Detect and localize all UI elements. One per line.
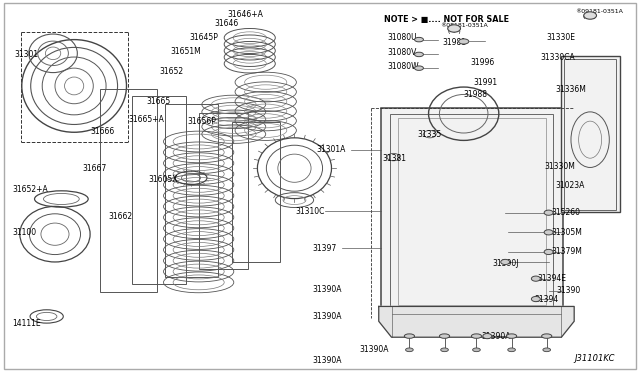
- Text: 31335: 31335: [417, 130, 442, 140]
- Ellipse shape: [459, 39, 468, 44]
- Bar: [390, 114, 553, 310]
- Ellipse shape: [471, 334, 481, 338]
- Ellipse shape: [541, 334, 552, 338]
- Text: 31666: 31666: [90, 126, 115, 136]
- Text: 31390A: 31390A: [312, 356, 342, 365]
- Text: 31646+A: 31646+A: [227, 10, 263, 19]
- Text: 31100: 31100: [12, 228, 36, 237]
- Ellipse shape: [448, 25, 461, 32]
- Text: 31651M: 31651M: [170, 47, 201, 56]
- Ellipse shape: [440, 334, 450, 338]
- Text: 31665+A: 31665+A: [129, 115, 164, 124]
- Text: 31310C: 31310C: [296, 207, 325, 216]
- Text: 31652+A: 31652+A: [12, 185, 48, 194]
- Text: 31390A: 31390A: [481, 331, 511, 341]
- Text: 31336M: 31336M: [555, 85, 586, 94]
- Text: ( 7 ): ( 7 ): [448, 29, 460, 33]
- Text: 31394: 31394: [534, 295, 558, 304]
- Text: 31662: 31662: [108, 212, 132, 221]
- Bar: [132, 96, 186, 284]
- Text: 31080V: 31080V: [387, 48, 417, 57]
- Ellipse shape: [415, 37, 424, 42]
- Ellipse shape: [544, 210, 553, 215]
- Text: 31397: 31397: [312, 244, 337, 253]
- Text: 31381: 31381: [383, 154, 406, 163]
- Text: 31305M: 31305M: [551, 228, 582, 237]
- Bar: [232, 122, 280, 262]
- Bar: [166, 105, 218, 277]
- Text: 31981: 31981: [443, 38, 467, 47]
- Text: 31646: 31646: [214, 19, 239, 28]
- Ellipse shape: [544, 249, 553, 254]
- Ellipse shape: [406, 348, 413, 352]
- Ellipse shape: [506, 334, 516, 338]
- Text: J31101KC: J31101KC: [575, 354, 615, 363]
- Ellipse shape: [483, 334, 492, 339]
- Text: 31605X: 31605X: [149, 175, 179, 184]
- Text: 31991: 31991: [473, 78, 497, 87]
- Ellipse shape: [543, 348, 550, 352]
- Ellipse shape: [584, 12, 596, 19]
- Text: 31996: 31996: [470, 58, 494, 67]
- Text: 31667: 31667: [83, 164, 107, 173]
- Bar: [381, 108, 563, 316]
- Text: NOTE > ■.... NOT FOR SALE: NOTE > ■.... NOT FOR SALE: [384, 16, 509, 25]
- Text: 31330E: 31330E: [547, 32, 576, 42]
- Text: 31390A: 31390A: [360, 345, 389, 354]
- Text: 31394E: 31394E: [537, 274, 566, 283]
- Text: 31023A: 31023A: [555, 181, 584, 190]
- Text: 31390J: 31390J: [492, 259, 519, 267]
- Ellipse shape: [531, 276, 540, 281]
- Text: 31379M: 31379M: [551, 247, 582, 256]
- Text: 31080U: 31080U: [387, 32, 417, 42]
- Ellipse shape: [415, 52, 424, 57]
- Text: 31390A: 31390A: [312, 312, 342, 321]
- Text: 31652: 31652: [159, 67, 183, 76]
- Text: 31645P: 31645P: [189, 33, 218, 42]
- Bar: [398, 118, 546, 305]
- Ellipse shape: [531, 296, 540, 302]
- Ellipse shape: [544, 230, 553, 235]
- Text: 31080W: 31080W: [387, 62, 419, 71]
- Text: 31665: 31665: [147, 97, 170, 106]
- Ellipse shape: [508, 348, 515, 352]
- Ellipse shape: [441, 348, 449, 352]
- Ellipse shape: [500, 259, 509, 264]
- Bar: [198, 113, 248, 269]
- Text: 31656P: 31656P: [187, 117, 216, 126]
- Polygon shape: [379, 307, 574, 337]
- Text: 315260: 315260: [551, 208, 580, 217]
- Bar: [561, 56, 620, 212]
- Text: 31330CA: 31330CA: [540, 52, 575, 61]
- Text: 31301A: 31301A: [317, 145, 346, 154]
- Text: 31988: 31988: [464, 90, 488, 99]
- Text: 14111E: 14111E: [12, 319, 41, 328]
- Text: ®09181-0351A: ®09181-0351A: [575, 9, 623, 13]
- Text: ®08181-0351A: ®08181-0351A: [440, 23, 488, 28]
- Ellipse shape: [415, 66, 424, 70]
- Text: 31301: 31301: [15, 50, 39, 59]
- Text: 31330M: 31330M: [545, 162, 575, 171]
- Text: 31390: 31390: [556, 286, 580, 295]
- Text: 31390A: 31390A: [312, 285, 342, 294]
- Ellipse shape: [404, 334, 415, 338]
- Ellipse shape: [472, 348, 480, 352]
- Bar: [564, 59, 616, 210]
- Bar: [100, 89, 157, 292]
- Text: ( 9 ): ( 9 ): [583, 14, 596, 19]
